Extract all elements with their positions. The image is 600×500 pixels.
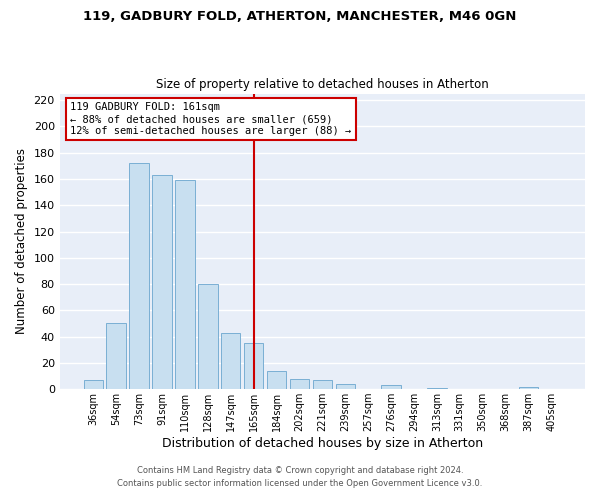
Title: Size of property relative to detached houses in Atherton: Size of property relative to detached ho… xyxy=(156,78,489,91)
Bar xyxy=(83,380,103,389)
Bar xyxy=(198,284,218,389)
Text: 119 GADBURY FOLD: 161sqm
← 88% of detached houses are smaller (659)
12% of semi-: 119 GADBURY FOLD: 161sqm ← 88% of detach… xyxy=(70,102,352,136)
Bar xyxy=(244,343,263,389)
Bar xyxy=(221,332,241,389)
Bar xyxy=(335,384,355,389)
X-axis label: Distribution of detached houses by size in Atherton: Distribution of detached houses by size … xyxy=(162,437,483,450)
Text: Contains HM Land Registry data © Crown copyright and database right 2024.
Contai: Contains HM Land Registry data © Crown c… xyxy=(118,466,482,487)
Bar xyxy=(427,388,446,389)
Bar xyxy=(152,175,172,389)
Bar xyxy=(130,163,149,389)
Bar xyxy=(175,180,194,389)
Bar xyxy=(313,380,332,389)
Bar xyxy=(106,324,126,389)
Bar xyxy=(290,378,309,389)
Bar xyxy=(382,385,401,389)
Y-axis label: Number of detached properties: Number of detached properties xyxy=(15,148,28,334)
Text: 119, GADBURY FOLD, ATHERTON, MANCHESTER, M46 0GN: 119, GADBURY FOLD, ATHERTON, MANCHESTER,… xyxy=(83,10,517,23)
Bar xyxy=(267,371,286,389)
Bar xyxy=(519,386,538,389)
